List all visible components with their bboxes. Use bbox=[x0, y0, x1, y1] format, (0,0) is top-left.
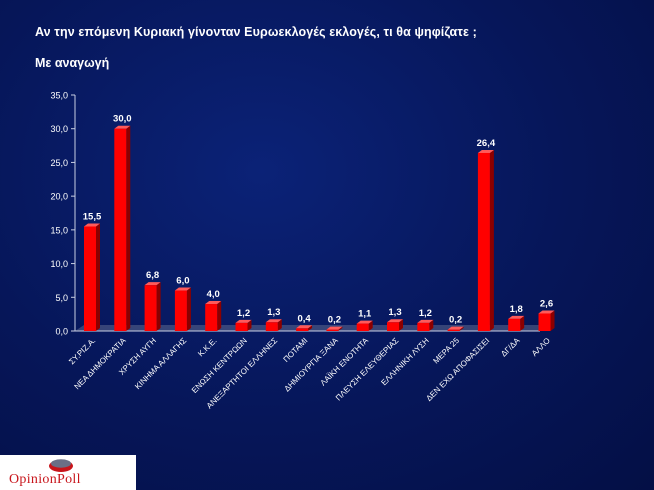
chart-subtitle: Με αναγωγή bbox=[35, 56, 110, 70]
bar-side bbox=[126, 125, 131, 331]
bar-top bbox=[205, 301, 222, 305]
bar-top bbox=[356, 320, 373, 324]
bar bbox=[508, 318, 521, 331]
bar-side bbox=[338, 326, 343, 331]
y-tick-label: 25,0 bbox=[50, 158, 68, 168]
bar bbox=[205, 304, 218, 331]
y-tick-label: 30,0 bbox=[50, 124, 68, 134]
data-label: 1,8 bbox=[510, 304, 523, 315]
x-tick-label: ΔΕΝ ΕΧΩ ΑΠΟΦΑΣΙΣΕΙ bbox=[424, 336, 491, 403]
bar-top bbox=[538, 310, 555, 314]
logo: OpinionPoll bbox=[0, 455, 136, 490]
bar-top bbox=[417, 319, 434, 323]
bar bbox=[417, 322, 430, 331]
chart-title: Αν την επόμενη Κυριακή γίνονταν Ευρωεκλο… bbox=[35, 25, 477, 39]
bar-side bbox=[186, 287, 191, 331]
bar bbox=[144, 285, 157, 331]
bar-top bbox=[477, 149, 494, 153]
bar bbox=[265, 322, 278, 331]
bar bbox=[84, 226, 96, 331]
bar-top bbox=[296, 325, 313, 329]
x-tick-label: ΠΟΤΑΜΙ bbox=[282, 336, 310, 364]
data-label: 1,2 bbox=[237, 308, 250, 319]
bar-side bbox=[217, 301, 222, 331]
x-tick-label: ΝΕΑ ΔΗΜΟΚΡΑΤΙΑ bbox=[73, 336, 129, 392]
y-tick-label: 10,0 bbox=[50, 259, 68, 269]
x-tick-label: ΑΛΛΟ bbox=[530, 336, 552, 358]
x-tick-label: ΜΕΡΑ 25 bbox=[431, 336, 461, 366]
x-tick-label: ΚΙΝΗΜΑ ΑΛΛΑΓΗΣ bbox=[133, 336, 188, 391]
bar bbox=[356, 323, 369, 331]
bar-side bbox=[277, 319, 282, 331]
bar bbox=[477, 152, 490, 331]
data-label: 15,5 bbox=[83, 211, 102, 222]
x-tick-label: ΣΥ.ΡΙΖ.Α. bbox=[67, 336, 97, 366]
bar-top bbox=[447, 326, 464, 330]
data-label: 1,2 bbox=[419, 308, 432, 319]
logo-text: OpinionPoll bbox=[9, 472, 81, 487]
bar bbox=[174, 290, 187, 331]
bar-side bbox=[96, 223, 100, 331]
bar bbox=[235, 322, 248, 331]
x-tick-label: Κ.Κ.Ε. bbox=[196, 336, 218, 358]
bar-top bbox=[265, 319, 282, 323]
x-tick-label: ΕΝΩΣΗ ΚΕΝΤΡΩΩΝ bbox=[190, 336, 249, 395]
bar-chart: 0,0 5,0 10,0 15,0 20,0 25,0 30,0 35,0 15,5 ΣΥ.ΡΙΖ… bbox=[50, 91, 555, 410]
bar bbox=[296, 328, 309, 331]
x-tick-label: ΔΗΜΙΟΥΡΓΙΑ ΞΑΝΑ bbox=[283, 336, 341, 394]
y-tick-label: 5,0 bbox=[55, 293, 68, 303]
y-tick-label: 20,0 bbox=[50, 192, 68, 202]
bar bbox=[326, 329, 339, 331]
data-label: 4,0 bbox=[207, 289, 220, 300]
data-label: 0,2 bbox=[328, 315, 341, 326]
bar bbox=[447, 329, 460, 331]
bar-top bbox=[326, 326, 343, 330]
bar-side bbox=[550, 310, 555, 331]
data-label: 6,8 bbox=[146, 270, 159, 281]
data-label: 26,4 bbox=[477, 138, 496, 149]
data-label: 0,4 bbox=[297, 313, 311, 324]
y-tick-label: 0,0 bbox=[55, 327, 68, 337]
bar-side bbox=[459, 326, 464, 331]
x-tick-label: ΔΓ/ΔΑ bbox=[499, 336, 522, 359]
bar bbox=[538, 313, 551, 331]
data-label: 1,3 bbox=[267, 307, 280, 318]
y-tick-label: 35,0 bbox=[50, 91, 68, 101]
bar bbox=[114, 128, 127, 331]
bar-side bbox=[429, 319, 434, 331]
bar-side bbox=[247, 319, 252, 331]
bar-top bbox=[84, 223, 100, 227]
data-label: 6,0 bbox=[176, 276, 189, 287]
bar-top bbox=[174, 287, 191, 291]
data-label: 30,0 bbox=[113, 114, 132, 125]
bar-side bbox=[308, 325, 313, 331]
bar-top bbox=[144, 282, 161, 286]
data-label: 1,1 bbox=[358, 309, 372, 320]
bar-side bbox=[368, 320, 373, 331]
bar-side bbox=[520, 315, 525, 331]
bar-side bbox=[399, 319, 403, 331]
bar-top bbox=[387, 319, 403, 323]
y-tick-label: 15,0 bbox=[50, 225, 68, 235]
bar bbox=[387, 322, 399, 331]
data-label: 1,3 bbox=[388, 307, 401, 318]
opinionpoll-logo-mark-icon bbox=[49, 459, 73, 472]
bar-side bbox=[489, 149, 494, 331]
data-label: 0,2 bbox=[449, 315, 462, 326]
bar-side bbox=[156, 282, 161, 331]
bar-top bbox=[114, 125, 131, 129]
data-label: 2,6 bbox=[540, 298, 553, 309]
bar-top bbox=[508, 315, 525, 319]
bar-top bbox=[235, 319, 252, 323]
